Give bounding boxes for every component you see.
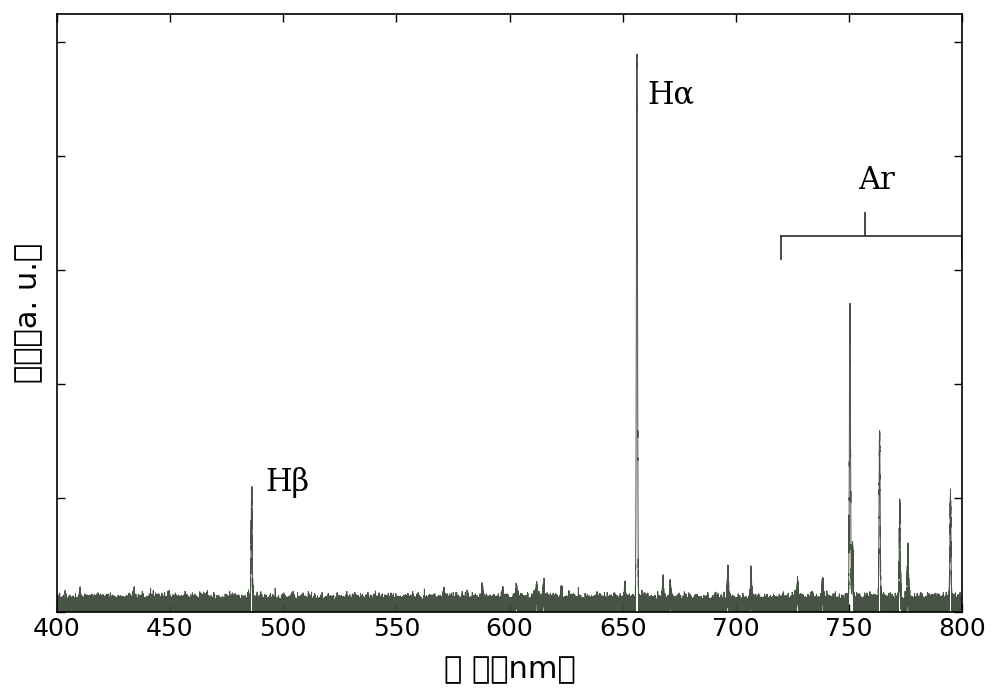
Text: Ar: Ar bbox=[858, 165, 895, 196]
Text: Hβ: Hβ bbox=[265, 468, 309, 498]
Text: Hα: Hα bbox=[648, 80, 695, 111]
X-axis label: 波 长（nm）: 波 长（nm） bbox=[444, 655, 575, 684]
Y-axis label: 强度（a. u.）: 强度（a. u.） bbox=[14, 243, 43, 383]
